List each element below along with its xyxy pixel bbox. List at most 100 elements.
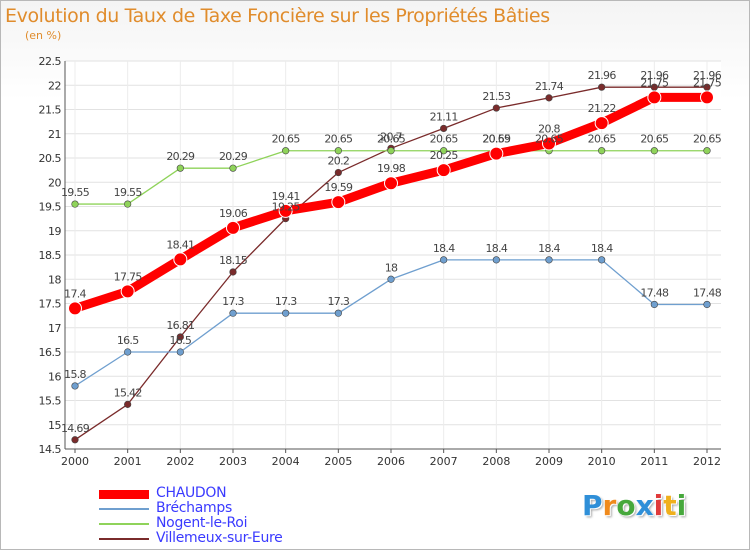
data-point (440, 147, 448, 155)
data-label: 16.81 (166, 319, 194, 332)
data-point (384, 176, 398, 191)
y-tick-label: 14.5 (39, 443, 62, 456)
data-label: 16.5 (117, 334, 139, 347)
data-label: 19.59 (324, 181, 353, 194)
data-point (334, 168, 342, 177)
data-point (124, 200, 132, 208)
legend-swatch (99, 508, 149, 510)
data-label: 19.55 (114, 186, 143, 199)
data-label: 21.11 (430, 110, 458, 123)
data-point (598, 256, 606, 264)
data-point (594, 116, 609, 131)
x-tick-label: 2009 (535, 455, 563, 468)
y-tick-label: 19 (48, 225, 61, 238)
y-tick-label: 16.5 (39, 346, 62, 359)
data-label: 21.74 (535, 80, 564, 93)
x-tick-label: 2012 (693, 455, 721, 468)
data-label: 20.7 (380, 130, 402, 143)
logo-letter: i (653, 489, 664, 522)
data-point (71, 382, 79, 390)
data-point (68, 301, 82, 316)
data-point (492, 104, 500, 112)
data-label: 20.65 (640, 133, 669, 146)
logo-letter: t (663, 489, 677, 522)
data-point (440, 124, 448, 133)
logo-letter: i (676, 489, 687, 522)
data-point (229, 164, 237, 172)
data-label: 20.65 (324, 133, 353, 146)
data-label: 16.5 (169, 334, 191, 347)
data-label: 18.4 (433, 242, 455, 255)
data-label: 20.65 (693, 133, 722, 146)
x-tick-label: 2007 (430, 455, 458, 468)
data-point (226, 220, 240, 235)
data-label: 21.96 (640, 69, 669, 82)
y-tick-label: 17.5 (39, 298, 62, 311)
data-label: 21.96 (693, 69, 722, 82)
data-point (703, 147, 711, 155)
data-point (124, 400, 132, 408)
chart-axes: 14.5 15 15.5 16 16.5 17 17.5 18 18.5 19 19.5 20 20.5… (39, 55, 721, 468)
data-label: 18.4 (485, 242, 507, 255)
data-label: 14.69 (61, 422, 90, 435)
y-tick-label: 21 (48, 128, 61, 141)
data-point (173, 252, 188, 267)
data-label: 17.4 (64, 287, 86, 300)
data-label: 21.75 (693, 76, 722, 89)
data-point (703, 300, 711, 309)
data-label: 15.8 (64, 368, 86, 381)
data-point (542, 136, 556, 151)
data-point (120, 284, 135, 299)
data-label: 20.8 (538, 122, 560, 135)
data-label: 20.65 (482, 133, 511, 146)
legend-label: Villemeux-sur-Eure (156, 530, 283, 546)
data-point (331, 195, 346, 210)
data-point (598, 147, 606, 155)
data-label: 18.4 (591, 242, 613, 255)
data-point (436, 163, 451, 178)
data-label: 20.59 (482, 133, 511, 146)
data-label: 20.29 (166, 150, 195, 163)
data-label: 19.55 (61, 186, 90, 199)
data-label: 19.98 (377, 162, 406, 175)
legend-label: Bréchamps (156, 500, 232, 516)
x-tick-label: 2001 (114, 455, 142, 468)
proxiti-logo: Proxiti (582, 489, 686, 522)
data-label: 17.3 (222, 295, 244, 308)
data-label: 19.25 (272, 201, 301, 214)
data-label: 20.65 (430, 133, 459, 146)
y-tick-label: 15.5 (39, 395, 62, 408)
logo-letter: x (635, 489, 654, 522)
data-label: 21.53 (482, 90, 511, 103)
y-tick-label: 17 (48, 322, 61, 335)
logo-letter: r (602, 489, 617, 522)
data-point (229, 268, 237, 276)
data-point (278, 203, 293, 218)
data-point (124, 348, 132, 356)
data-point (440, 256, 448, 264)
data-label: 20.65 (588, 133, 617, 146)
data-label: 20.2 (327, 155, 349, 168)
data-label: 18 (385, 261, 398, 274)
data-point (489, 146, 504, 161)
legend-swatch (99, 489, 149, 499)
data-point (176, 164, 184, 172)
data-point (700, 90, 714, 105)
data-label: 17.3 (327, 295, 349, 308)
chart-subtitle: (en %) (25, 29, 62, 42)
data-label: 19.06 (219, 207, 248, 220)
x-tick-label: 2011 (640, 455, 668, 468)
y-tick-label: 16 (48, 370, 61, 383)
data-label: 18.41 (166, 238, 194, 251)
data-label: 20.65 (535, 133, 564, 146)
data-point (282, 147, 290, 155)
y-tick-label: 22 (48, 79, 61, 92)
data-point (334, 309, 342, 317)
legend-swatch (99, 538, 149, 540)
data-point (647, 90, 662, 105)
data-point (71, 200, 79, 208)
data-label: 18.4 (538, 242, 560, 255)
y-tick-label: 19.5 (39, 201, 62, 214)
x-tick-label: 2002 (166, 455, 194, 468)
